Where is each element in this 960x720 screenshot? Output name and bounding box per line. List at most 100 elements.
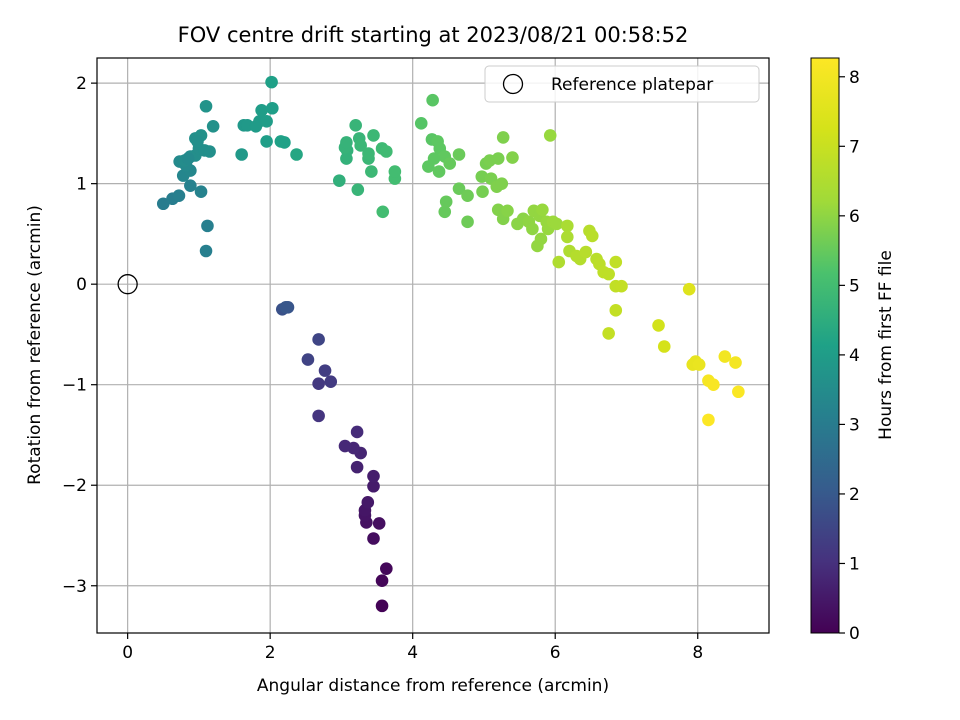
data-point — [602, 267, 615, 281]
data-point — [372, 517, 386, 530]
chart-title: FOV centre drift starting at 2023/08/21 … — [178, 23, 689, 47]
x-tick-label: 8 — [692, 643, 703, 663]
legend-box — [484, 65, 760, 103]
data-point — [375, 599, 389, 613]
data-point — [718, 350, 732, 363]
data-point — [682, 282, 696, 296]
data-point — [652, 319, 665, 332]
data-point — [260, 115, 273, 128]
data-point — [362, 147, 375, 160]
data-point — [367, 532, 380, 545]
y-tick-label: 2 — [76, 74, 87, 94]
colorbar-ticks: 0 1 2 3 4 5 6 7 8 — [839, 68, 860, 644]
data-point — [312, 409, 325, 423]
data-point — [278, 136, 291, 149]
data-point — [172, 189, 186, 203]
data-point — [561, 230, 574, 244]
data-point — [380, 145, 393, 158]
colorbar-tick-label: 3 — [849, 415, 860, 435]
data-point — [354, 139, 367, 152]
y-tick-label: −1 — [62, 376, 87, 396]
data-point — [181, 152, 195, 165]
y-tick-label: 1 — [76, 175, 87, 195]
legend: Reference platepar — [484, 65, 760, 103]
data-point — [318, 364, 332, 377]
colorbar-tick-label: 1 — [849, 554, 860, 574]
data-point — [376, 205, 390, 219]
data-point — [156, 197, 170, 211]
data-point — [367, 129, 380, 142]
colorbar-tick-label: 5 — [849, 276, 860, 296]
data-point — [579, 245, 593, 259]
data-point — [255, 103, 268, 117]
data-point — [184, 179, 197, 192]
y-tick-label: −3 — [62, 577, 87, 597]
data-point — [609, 304, 623, 317]
data-point — [375, 574, 389, 588]
data-point — [266, 101, 279, 115]
data-point — [707, 378, 720, 392]
data-point — [550, 217, 563, 231]
data-point — [290, 148, 303, 161]
data-point — [476, 185, 489, 198]
x-axis-label: Angular distance from reference (arcmin) — [257, 676, 609, 696]
data-point — [191, 135, 204, 148]
data-point — [506, 151, 519, 164]
data-point — [312, 377, 325, 390]
data-point — [332, 174, 346, 187]
colorbar-tick-label: 4 — [849, 346, 860, 366]
data-point — [361, 496, 375, 509]
x-tick-label: 2 — [265, 643, 276, 663]
x-axis-ticks: 0 2 4 6 8 — [122, 633, 703, 663]
data-point — [426, 93, 439, 107]
y-axis-label: Rotation from reference (arcmin) — [25, 205, 45, 485]
legend-marker-reference-icon — [502, 73, 524, 95]
data-point — [260, 135, 273, 148]
data-point — [443, 157, 457, 170]
data-point — [615, 279, 628, 293]
data-point — [729, 356, 742, 369]
data-point — [657, 340, 671, 353]
data-point — [301, 353, 315, 366]
colorbar-tick-label: 8 — [849, 68, 860, 88]
legend-entry-reference-platepar: Reference platepar — [551, 75, 713, 95]
data-point — [438, 205, 452, 219]
data-point — [732, 385, 745, 399]
gridlines — [97, 58, 769, 633]
data-point — [531, 239, 544, 253]
data-point — [452, 182, 466, 195]
data-point — [495, 177, 509, 190]
x-tick-label: 4 — [407, 643, 418, 663]
data-point — [461, 189, 474, 203]
y-axis-ticks: −3 −2 −1 0 1 2 — [62, 74, 97, 597]
data-point — [561, 219, 574, 233]
data-point — [461, 215, 474, 229]
colorbar-label: Hours from first FF file — [876, 250, 896, 440]
data-point — [324, 375, 338, 388]
data-point — [265, 75, 278, 89]
reference-point — [117, 274, 138, 295]
data-point — [365, 165, 378, 178]
data-point — [199, 99, 213, 113]
colorbar-tick-label: 6 — [849, 207, 860, 227]
data-point — [609, 255, 623, 269]
data-point — [501, 204, 514, 218]
data-point — [439, 195, 453, 209]
colorbar-tick-label: 7 — [849, 137, 860, 157]
data-point — [388, 165, 402, 178]
y-tick-label: −2 — [62, 476, 87, 496]
data-point — [702, 413, 715, 427]
data-point — [692, 358, 706, 371]
x-tick-label: 6 — [550, 643, 561, 663]
plot-frame — [96, 57, 770, 634]
data-point — [526, 222, 539, 236]
data-point — [496, 131, 510, 144]
x-tick-label: 0 — [122, 643, 133, 663]
data-point — [367, 469, 380, 483]
data-point — [350, 460, 364, 474]
data-point — [279, 301, 293, 314]
data-point — [414, 117, 428, 130]
data-point — [338, 439, 352, 453]
reference-marker — [117, 274, 138, 295]
